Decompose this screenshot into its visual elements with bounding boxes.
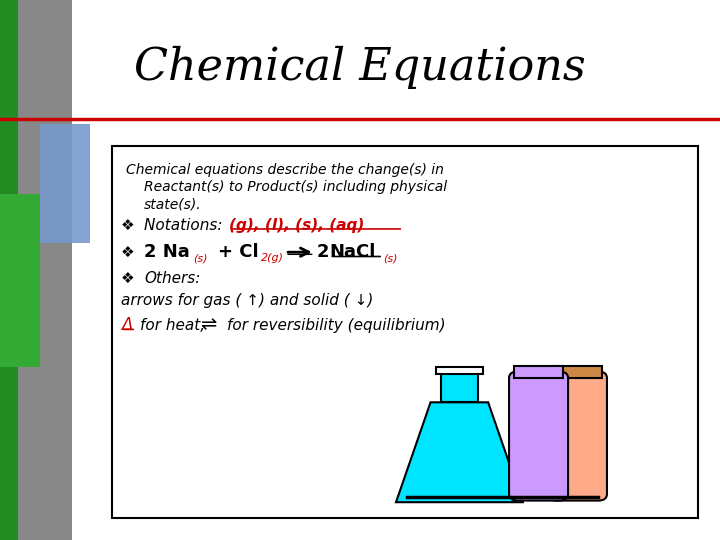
Text: 2(g): 2(g) <box>261 253 284 263</box>
FancyBboxPatch shape <box>548 372 607 501</box>
Text: + Cl: + Cl <box>218 243 258 261</box>
Text: (g), (l), (s), (aq): (g), (l), (s), (aq) <box>229 218 364 233</box>
Text: Chemical Equations: Chemical Equations <box>134 46 586 89</box>
Text: for reversibility (equilibrium): for reversibility (equilibrium) <box>227 318 446 333</box>
Text: Chemical equations describe the change(s) in: Chemical equations describe the change(s… <box>126 163 444 177</box>
Text: state(s).: state(s). <box>144 198 202 212</box>
Bar <box>514 366 563 378</box>
FancyBboxPatch shape <box>509 372 568 501</box>
Bar <box>40 124 90 243</box>
Bar <box>553 366 602 378</box>
Text: (s): (s) <box>193 253 207 263</box>
Text: ❖: ❖ <box>121 218 135 233</box>
FancyBboxPatch shape <box>112 146 698 518</box>
Text: Δ: Δ <box>121 316 132 334</box>
Text: arrows for gas ( ↑) and solid ( ↓): arrows for gas ( ↑) and solid ( ↓) <box>121 293 374 308</box>
Text: Reactant(s) to Product(s) including physical: Reactant(s) to Product(s) including phys… <box>144 180 447 194</box>
Bar <box>0 0 18 540</box>
Text: for heat,: for heat, <box>140 318 204 333</box>
Text: Notations:: Notations: <box>144 218 228 233</box>
Polygon shape <box>396 402 523 502</box>
Text: ⇌: ⇌ <box>200 315 217 335</box>
Text: 2: 2 <box>317 243 329 261</box>
Text: ❖: ❖ <box>121 271 135 286</box>
Text: NaCl: NaCl <box>330 243 376 261</box>
Text: Others:: Others: <box>144 271 200 286</box>
Text: ❖: ❖ <box>121 245 135 260</box>
Bar <box>441 373 478 402</box>
Text: (s): (s) <box>383 253 397 263</box>
Bar <box>18 0 72 540</box>
Bar <box>0 194 40 367</box>
Text: 2 Na: 2 Na <box>144 243 190 261</box>
Bar <box>436 367 483 374</box>
